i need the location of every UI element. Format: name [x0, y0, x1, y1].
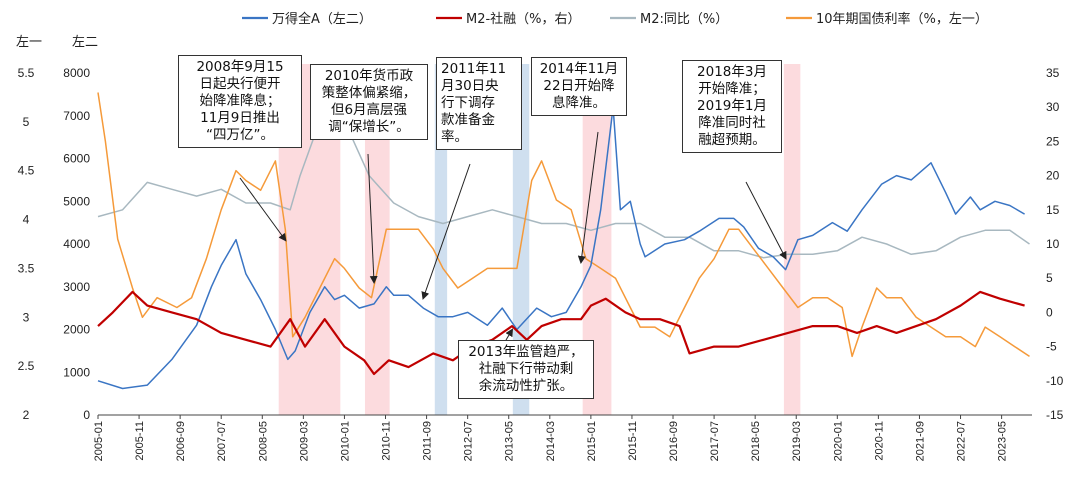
left2-tick-label: 6000 — [63, 152, 90, 166]
annotation-2010-policy: 2010年货币政 策整体偏紧缩， 但6月高层强 调“保增长”。 — [310, 64, 428, 140]
right-tick-label: 35 — [1046, 66, 1060, 80]
x-tick-label: 2011-09 — [422, 421, 434, 461]
annotation-arrow-2 — [367, 153, 378, 284]
annotation-arrow-3 — [421, 163, 471, 300]
x-tick-label: 2018-05 — [750, 421, 762, 461]
x-tick-label: 2016-09 — [668, 421, 680, 461]
x-tick-label: 2023-05 — [997, 421, 1009, 461]
left1-tick-label: 3.5 — [18, 261, 35, 275]
right-tick-label: 15 — [1046, 203, 1060, 217]
series-line-1 — [97, 106, 1025, 390]
series-line-2 — [97, 290, 1025, 376]
series-lines — [97, 92, 1030, 390]
left1-tick-label: 5.5 — [18, 66, 35, 80]
right-tick-label: 30 — [1046, 100, 1060, 114]
right-tick-label: 5 — [1046, 271, 1053, 285]
x-tick-label: 2020-11 — [873, 421, 885, 461]
x-tick-label: 2012-07 — [463, 421, 475, 461]
right-tick-label: 20 — [1046, 169, 1060, 183]
annotation-2008-easing: 2008年9月15 日起央行便开 始降准降息； 11月9日推出 “四万亿”。 — [178, 55, 302, 148]
annotation-arrows — [239, 131, 787, 341]
left1-axis-corner-label: 左一 — [16, 35, 42, 50]
x-tick-label: 2005-11 — [134, 421, 146, 461]
left2-tick-label: 4000 — [63, 237, 90, 251]
left1-tick-label: 2.5 — [18, 359, 35, 373]
x-tick-label: 2022-07 — [956, 421, 968, 461]
x-tick-label: 2006-09 — [175, 421, 187, 461]
x-tick-label: 2021-09 — [914, 421, 926, 461]
axes: 2 2.5 3 3.5 4 4.5 5 5.5 0 1000 2000 3000 4000 5000 600… — [16, 35, 1064, 461]
left2-tick-label: 5000 — [63, 194, 90, 208]
annotation-2014-rate-cut: 2014年11月 22日开始降 息降准。 — [531, 57, 627, 116]
left2-tick-label: 7000 — [63, 109, 90, 123]
x-tick-label: 2014-03 — [545, 421, 557, 461]
left1-tick-label: 4.5 — [18, 164, 35, 178]
left2-tick-label: 1000 — [63, 365, 90, 379]
x-tick-label: 2010-01 — [339, 421, 351, 461]
right-tick-label: -5 — [1046, 340, 1057, 354]
annotation-2013-regulation: 2013年监管趋严， 社融下行带动剩 余流动性扩张。 — [458, 340, 594, 399]
left1-tick-label: 4 — [23, 213, 30, 227]
x-tick-label: 2010-11 — [381, 421, 393, 461]
x-tick-label: 2007-07 — [216, 421, 228, 461]
annotation-arrow-6 — [505, 328, 514, 341]
right-tick-label: -15 — [1046, 408, 1064, 422]
legend: 万得全A（左二） M2-社融（%，右） M2:同比（%） 10年期国债利率（%，左一） — [242, 11, 988, 27]
left2-tick-label: 8000 — [63, 66, 90, 80]
annotation-2011-rrr-cut: 2011年11 月30日央 行下调存 款准备金 率。 — [436, 57, 522, 150]
legend-label-3: M2:同比（%） — [640, 12, 728, 27]
x-tick-label: 2013-05 — [504, 421, 516, 461]
left2-tick-label: 3000 — [63, 280, 90, 294]
series-line-3 — [97, 113, 1030, 259]
right-tick-label: -10 — [1046, 374, 1064, 388]
left1-tick-label: 3 — [23, 310, 30, 324]
left1-tick-label: 2 — [23, 408, 30, 422]
x-tick-label: 2020-01 — [832, 421, 844, 461]
x-tick-label: 2015-11 — [627, 421, 639, 461]
legend-label-2: M2-社融（%，右） — [466, 11, 581, 27]
annotation-arrow-5 — [745, 181, 787, 260]
left2-axis-corner-label: 左二 — [72, 35, 98, 50]
right-tick-label: 10 — [1046, 237, 1060, 251]
left2-tick-label: 0 — [83, 408, 90, 422]
right-tick-label: 0 — [1046, 305, 1053, 319]
annotation-2018-rrr-cut: 2018年3月 开始降准； 2019年1月 降准同时社 融超预期。 — [682, 60, 782, 153]
x-tick-label: 2017-07 — [709, 421, 721, 461]
left1-tick-label: 5 — [23, 115, 30, 129]
x-tick-label: 2009-03 — [298, 421, 310, 461]
annotation-arrow-1 — [239, 177, 287, 242]
x-tick-label: 2008-05 — [257, 421, 269, 461]
x-tick-label: 2005-01 — [93, 421, 105, 461]
shaded-period-6 — [783, 64, 801, 415]
series-line-4 — [97, 92, 1030, 358]
shaded-period-3 — [434, 64, 448, 415]
annotation-arrow-4 — [577, 131, 599, 264]
right-tick-label: 25 — [1046, 134, 1060, 148]
legend-label-4: 10年期国债利率（%，左一） — [816, 11, 988, 27]
legend-label-1: 万得全A（左二） — [272, 11, 372, 27]
x-tick-label: 2019-03 — [791, 421, 803, 461]
left2-tick-label: 2000 — [63, 323, 90, 337]
x-tick-label: 2015-01 — [586, 421, 598, 461]
